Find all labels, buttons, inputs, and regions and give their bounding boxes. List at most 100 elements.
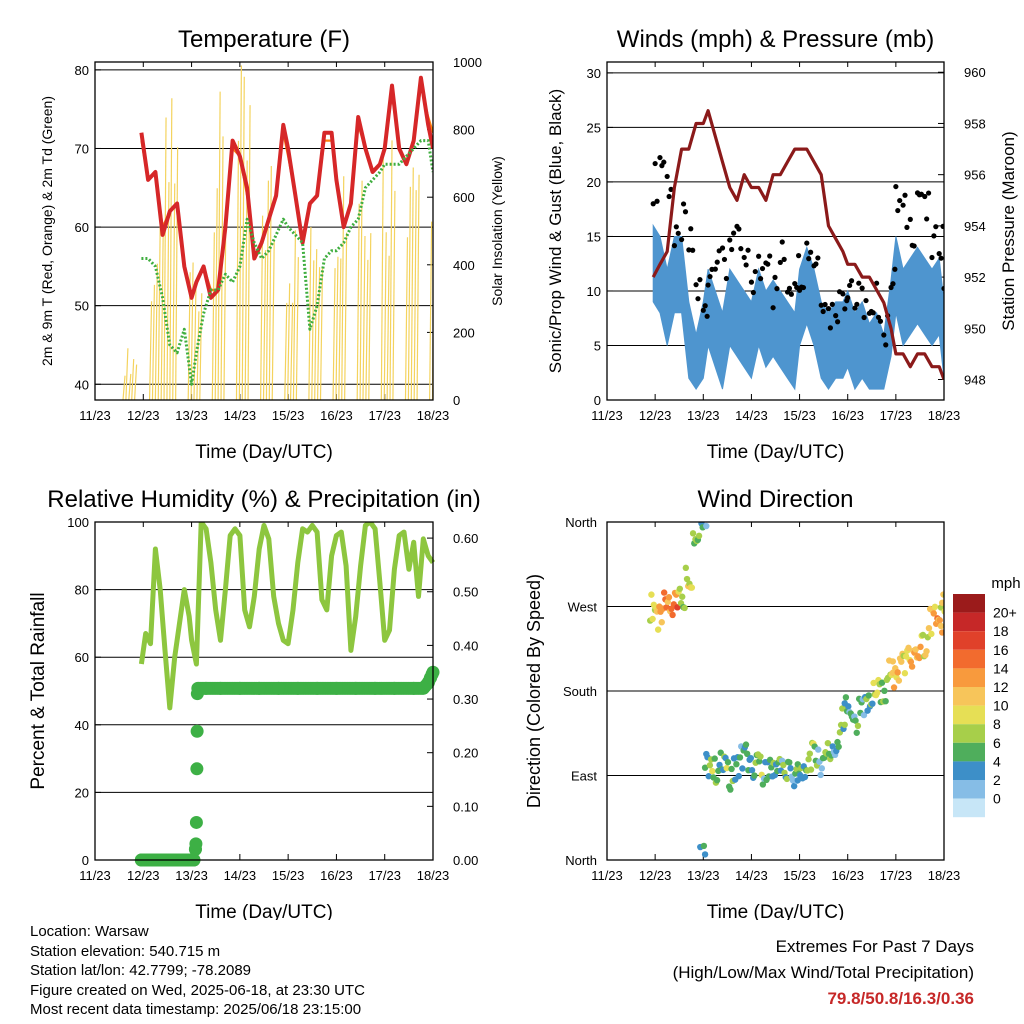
insolation-spike bbox=[292, 230, 297, 400]
wind-direction-point bbox=[835, 743, 842, 750]
insolation-spike bbox=[175, 147, 179, 400]
insolation-spike bbox=[169, 98, 173, 400]
wind-direction-point bbox=[878, 679, 886, 686]
insolation-spike bbox=[154, 263, 158, 400]
speed-legend-swatch bbox=[953, 668, 985, 687]
wind-direction-point bbox=[682, 564, 690, 572]
winds-x-tick-label: 16/23 bbox=[831, 408, 864, 423]
wind-direction-point bbox=[701, 851, 709, 858]
gust-point bbox=[748, 279, 755, 285]
wind-direction-point bbox=[649, 615, 656, 623]
wind-direction-point bbox=[901, 670, 909, 677]
precip-point bbox=[189, 837, 203, 851]
temperature-x-tick-label: 16/23 bbox=[320, 408, 353, 423]
extremes-title: Extremes For Past 7 Days bbox=[775, 937, 974, 956]
wind-direction-point bbox=[925, 624, 933, 632]
wind_direction-x-tick-label: 16/23 bbox=[831, 868, 864, 883]
gust-point bbox=[940, 223, 944, 229]
gust-point bbox=[756, 253, 762, 259]
series-sonic-prop-wind-band bbox=[652, 223, 944, 391]
gust-point bbox=[772, 274, 778, 280]
wind-direction-point bbox=[807, 766, 815, 773]
precip-point bbox=[199, 681, 213, 695]
insolation-spike bbox=[407, 186, 411, 400]
winds-x-tick-label: 15/23 bbox=[783, 408, 816, 423]
winds-y-axis-label: Sonic/Prop Wind & Gust (Blue, Black) bbox=[546, 89, 565, 373]
gust-point bbox=[924, 216, 930, 222]
gust-point bbox=[833, 313, 839, 319]
wind-direction-point bbox=[674, 604, 681, 611]
gust-point bbox=[804, 240, 810, 246]
winds-x-axis-label: Time (Day/UTC) bbox=[707, 442, 845, 463]
precip-point bbox=[368, 681, 382, 695]
gust-point bbox=[854, 301, 860, 307]
insolation-spike bbox=[338, 258, 342, 400]
humidity-y2-tick-label: 0.60 bbox=[453, 531, 478, 546]
wind-direction-point bbox=[711, 755, 718, 762]
insolation-spike bbox=[193, 284, 197, 400]
series-2m-td-line bbox=[141, 139, 433, 386]
temperature-title: Temperature (F) bbox=[178, 26, 350, 53]
wind-direction-point bbox=[801, 773, 809, 781]
humidity-y-tick-label: 40 bbox=[75, 718, 89, 733]
gust-point bbox=[788, 291, 794, 297]
temperature-y2-tick-label: 400 bbox=[453, 258, 475, 273]
wind_direction-y-axis-label: Direction (Colored By Speed) bbox=[524, 574, 544, 808]
wind-direction-point bbox=[852, 717, 859, 724]
wind-direction-point bbox=[842, 694, 850, 701]
winds-y2-tick-label: 956 bbox=[964, 168, 986, 183]
gust-point bbox=[668, 186, 674, 192]
wind-direction-point bbox=[917, 643, 924, 651]
insolation-spike bbox=[389, 140, 393, 400]
winds-x-tick-label: 17/23 bbox=[880, 408, 913, 423]
temperature-frame bbox=[94, 61, 434, 401]
insolation-spike bbox=[199, 293, 203, 400]
station-elevation: Station elevation: 540.715 m bbox=[30, 942, 221, 960]
insolation-spike bbox=[131, 359, 135, 400]
gust-point bbox=[654, 198, 660, 204]
insolation-spike bbox=[410, 167, 414, 400]
winds-x-tick-label: 11/23 bbox=[591, 408, 623, 423]
gust-point bbox=[774, 286, 780, 292]
gust-point bbox=[827, 325, 833, 331]
humidity-y2-tick-label: 0.10 bbox=[453, 799, 478, 814]
wind-direction-point bbox=[747, 754, 755, 762]
winds-y2-tick-label: 958 bbox=[964, 116, 986, 131]
wind_direction-x-tick-label: 11/23 bbox=[591, 868, 623, 883]
humidity-x-tick-label: 16/23 bbox=[320, 868, 353, 883]
gust-point bbox=[845, 295, 851, 301]
temperature-x-tick-label: 15/23 bbox=[272, 408, 305, 423]
gust-point bbox=[767, 253, 773, 259]
gust-point bbox=[781, 256, 787, 262]
speed-legend-label: 20+ bbox=[993, 605, 1017, 621]
temperature-y2-axis-label: Solar Insolation (Yellow) bbox=[489, 156, 505, 306]
wind-direction-point bbox=[895, 677, 903, 684]
gust-point bbox=[704, 313, 710, 319]
precip-point bbox=[233, 681, 247, 695]
gust-point bbox=[900, 202, 906, 208]
gust-point bbox=[842, 306, 848, 312]
winds-y2-tick-label: 950 bbox=[964, 321, 986, 336]
temperature-plot-area bbox=[122, 65, 433, 400]
humidity-y-axis-label: Percent & Total Rainfall bbox=[28, 592, 49, 789]
gust-point bbox=[815, 255, 821, 261]
gust-point bbox=[657, 154, 663, 161]
temperature-x-tick-label: 13/23 bbox=[175, 408, 208, 423]
wind-direction-point bbox=[665, 594, 673, 601]
insolation-spike bbox=[217, 91, 221, 400]
gust-point bbox=[650, 201, 656, 207]
temperature-y-tick-label: 70 bbox=[75, 141, 89, 156]
wind_direction-panel: Wind DirectionNorthEastSouthWestNorth11/… bbox=[524, 486, 1021, 920]
precip-point bbox=[329, 681, 343, 695]
wind-direction-point bbox=[739, 765, 746, 772]
winds-x-tick-label: 18/23 bbox=[928, 408, 961, 423]
wind-direction-point bbox=[648, 591, 655, 598]
precip-point bbox=[407, 681, 421, 695]
humidity-y-tick-label: 20 bbox=[75, 785, 89, 800]
gust-point bbox=[673, 224, 679, 230]
gust-point bbox=[800, 284, 807, 291]
gust-point bbox=[714, 259, 720, 265]
speed-legend-swatch bbox=[953, 649, 985, 669]
wind-direction-point bbox=[751, 772, 758, 779]
gust-point bbox=[808, 249, 814, 255]
